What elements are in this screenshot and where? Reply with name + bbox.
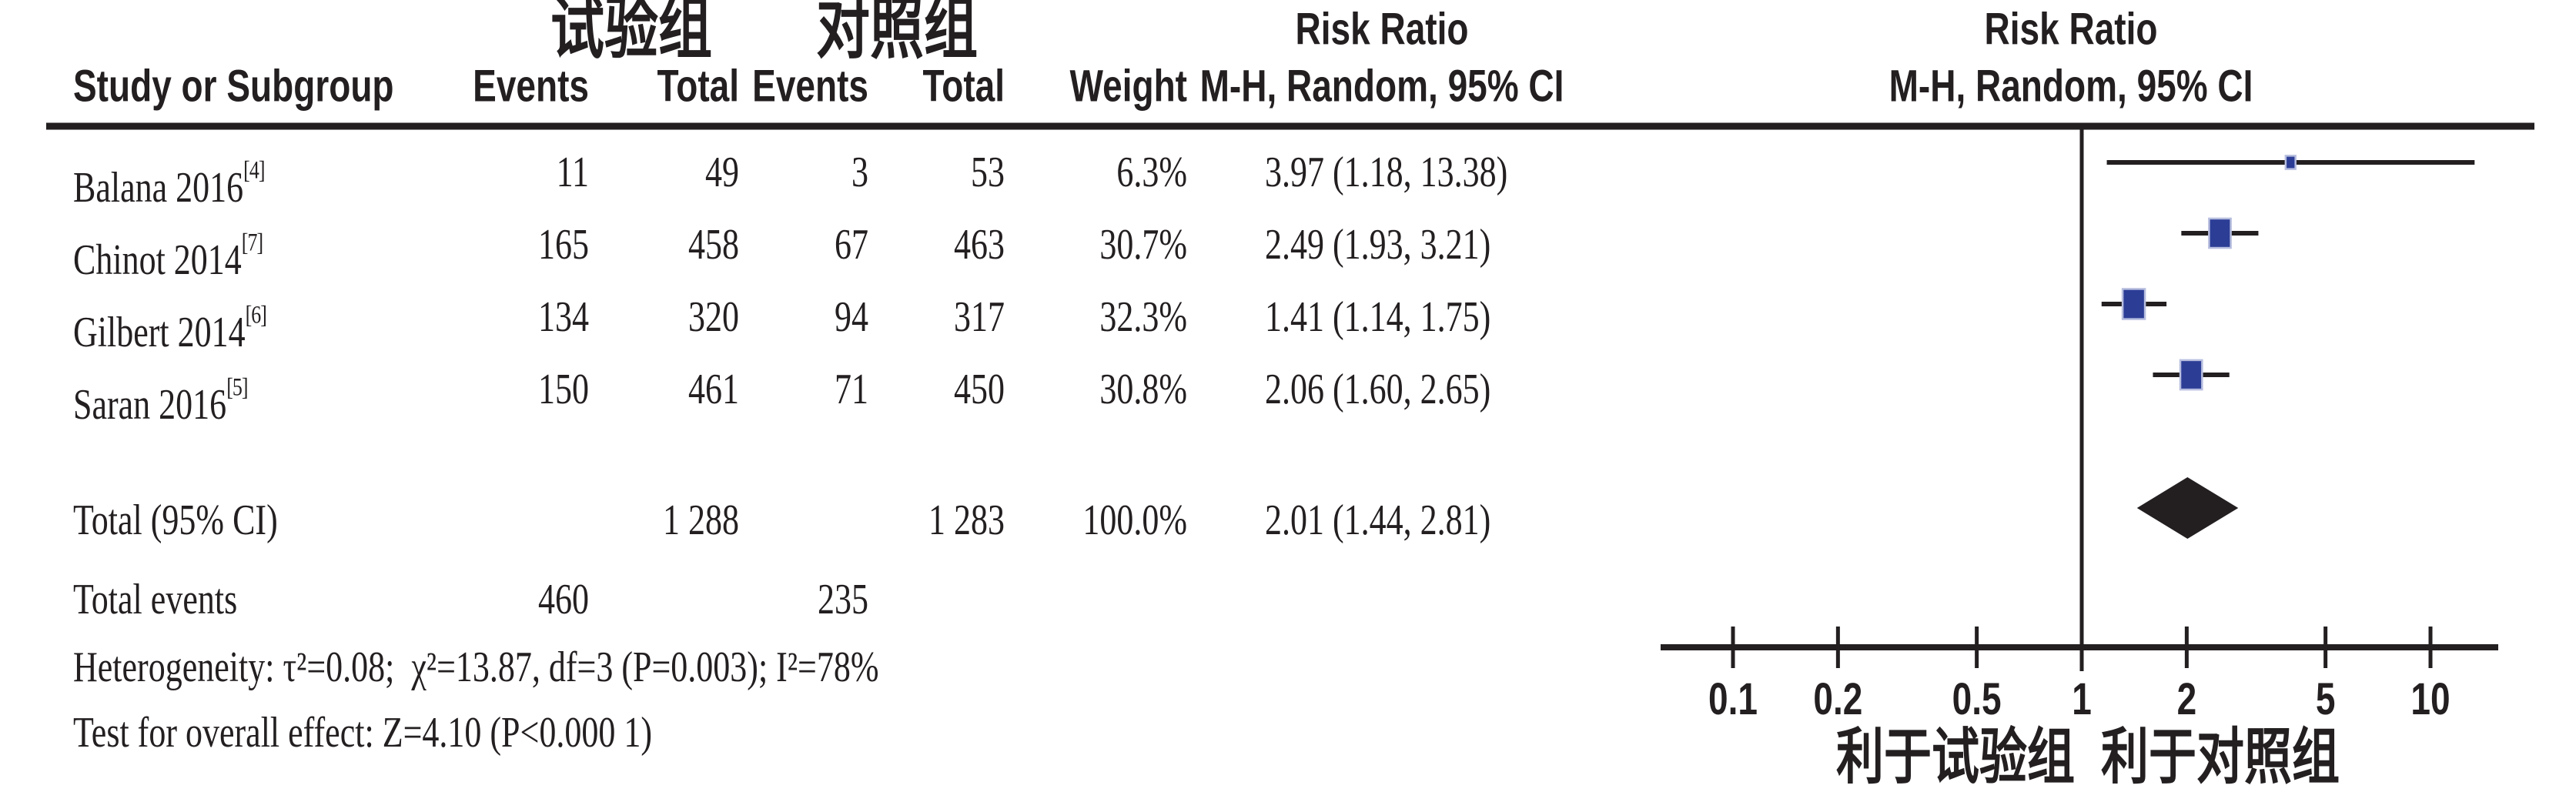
events-ctrl-cell: 3 bbox=[851, 148, 868, 196]
total-ctrl-cell: 317 bbox=[954, 292, 1005, 341]
col-header-weight: Weight bbox=[1069, 60, 1187, 112]
risk-ratio-header-right: Risk Ratio bbox=[1984, 3, 2158, 55]
events-ctrl-cell: 94 bbox=[835, 292, 868, 341]
overall-effect-line: Test for overall effect: Z=4.10 (P<0.000… bbox=[73, 708, 652, 757]
weight-square-gilbert-2014 bbox=[2121, 288, 2146, 320]
total-exp-cell: 461 bbox=[688, 365, 739, 413]
axis-tick-label-0.5: 0.5 bbox=[1952, 674, 2002, 725]
weight-square-chinot-2014 bbox=[2208, 217, 2232, 249]
col-header-total-exp: Total bbox=[657, 60, 739, 112]
col-header-method-left: M-H, Random, 95% CI bbox=[1199, 60, 1564, 112]
risk-ratio-header-left: Risk Ratio bbox=[1295, 3, 1469, 55]
reference-superscript: [7] bbox=[241, 228, 263, 257]
weight-cell: 6.3% bbox=[1116, 148, 1187, 196]
col-header-method-right: M-H, Random, 95% CI bbox=[1889, 60, 2253, 112]
events-exp-cell: 460 bbox=[538, 575, 589, 623]
axis-favors-labels: 利于试验组 利于对照组 bbox=[1836, 724, 2340, 792]
study-cell: Saran 2016[5] bbox=[73, 373, 249, 429]
heterogeneity-line: Heterogeneity: τ²=0.08; χ²=13.87, df=3 (… bbox=[73, 643, 879, 691]
study-cell: Chinot 2014[7] bbox=[73, 228, 263, 284]
total-exp-cell: 49 bbox=[705, 148, 739, 196]
weight-cell: 30.8% bbox=[1099, 365, 1187, 413]
weight-square-balana-2016 bbox=[2284, 155, 2297, 170]
total-exp-cell: 320 bbox=[688, 292, 739, 341]
axis-tick-label-0.1: 0.1 bbox=[1708, 674, 1758, 725]
control-group-header: 对照组 bbox=[816, 0, 978, 67]
events-exp-cell: 150 bbox=[538, 365, 589, 413]
ci-text-cell: 1.41 (1.14, 1.75) bbox=[1265, 292, 1491, 341]
col-header-events-exp: Events bbox=[473, 60, 589, 112]
total-ctrl-cell: 450 bbox=[954, 365, 1005, 413]
axis-tick-label-2: 2 bbox=[2177, 674, 2197, 725]
events-ctrl-cell: 71 bbox=[835, 365, 868, 413]
events-exp-cell: 11 bbox=[556, 148, 589, 196]
axis-tick-label-5: 5 bbox=[2316, 674, 2336, 725]
total-events-label: Total events bbox=[73, 575, 238, 623]
total-ctrl-cell: 53 bbox=[971, 148, 1005, 196]
study-cell: Gilbert 2014[6] bbox=[73, 300, 267, 356]
axis-tick-label-0.2: 0.2 bbox=[1813, 674, 1862, 725]
col-header-events-ctrl: Events bbox=[752, 60, 868, 112]
ci-text-cell: 2.06 (1.60, 2.65) bbox=[1265, 365, 1491, 413]
experimental-group-header: 试验组 bbox=[550, 0, 712, 67]
ci-text-cell: 3.97 (1.18, 13.38) bbox=[1265, 148, 1508, 196]
col-header-study: Study or Subgroup bbox=[73, 60, 394, 112]
reference-superscript: [5] bbox=[226, 373, 248, 402]
favors-control-label: 利于对照组 bbox=[2101, 723, 2340, 792]
events-exp-cell: 134 bbox=[538, 292, 589, 341]
total-label: Total (95% CI) bbox=[73, 496, 278, 544]
weight-cell: 100.0% bbox=[1082, 496, 1187, 544]
axis-tick-label-10: 10 bbox=[2410, 674, 2450, 725]
reference-superscript: [6] bbox=[245, 300, 267, 329]
study-cell: Balana 2016[4] bbox=[73, 155, 266, 212]
weight-cell: 30.7% bbox=[1099, 220, 1187, 269]
summary-diamond bbox=[2136, 477, 2239, 539]
col-header-total-ctrl: Total bbox=[922, 60, 1005, 112]
events-exp-cell: 165 bbox=[538, 220, 589, 269]
weight-square-saran-2016 bbox=[2179, 359, 2203, 391]
ci-text-cell: 2.49 (1.93, 3.21) bbox=[1265, 220, 1491, 269]
ci-text-cell: 2.01 (1.44, 2.81) bbox=[1265, 496, 1491, 544]
events-ctrl-cell: 235 bbox=[818, 575, 868, 623]
axis-tick-label-1: 1 bbox=[2072, 674, 2092, 725]
events-ctrl-cell: 67 bbox=[835, 220, 868, 269]
favors-experimental-label: 利于试验组 bbox=[1835, 723, 2075, 792]
total-exp-cell: 458 bbox=[688, 220, 739, 269]
weight-cell: 32.3% bbox=[1099, 292, 1187, 341]
total-ctrl-cell: 1 283 bbox=[928, 496, 1005, 544]
total-ctrl-cell: 463 bbox=[954, 220, 1005, 269]
reference-superscript: [4] bbox=[243, 155, 265, 185]
total-exp-cell: 1 288 bbox=[663, 496, 739, 544]
